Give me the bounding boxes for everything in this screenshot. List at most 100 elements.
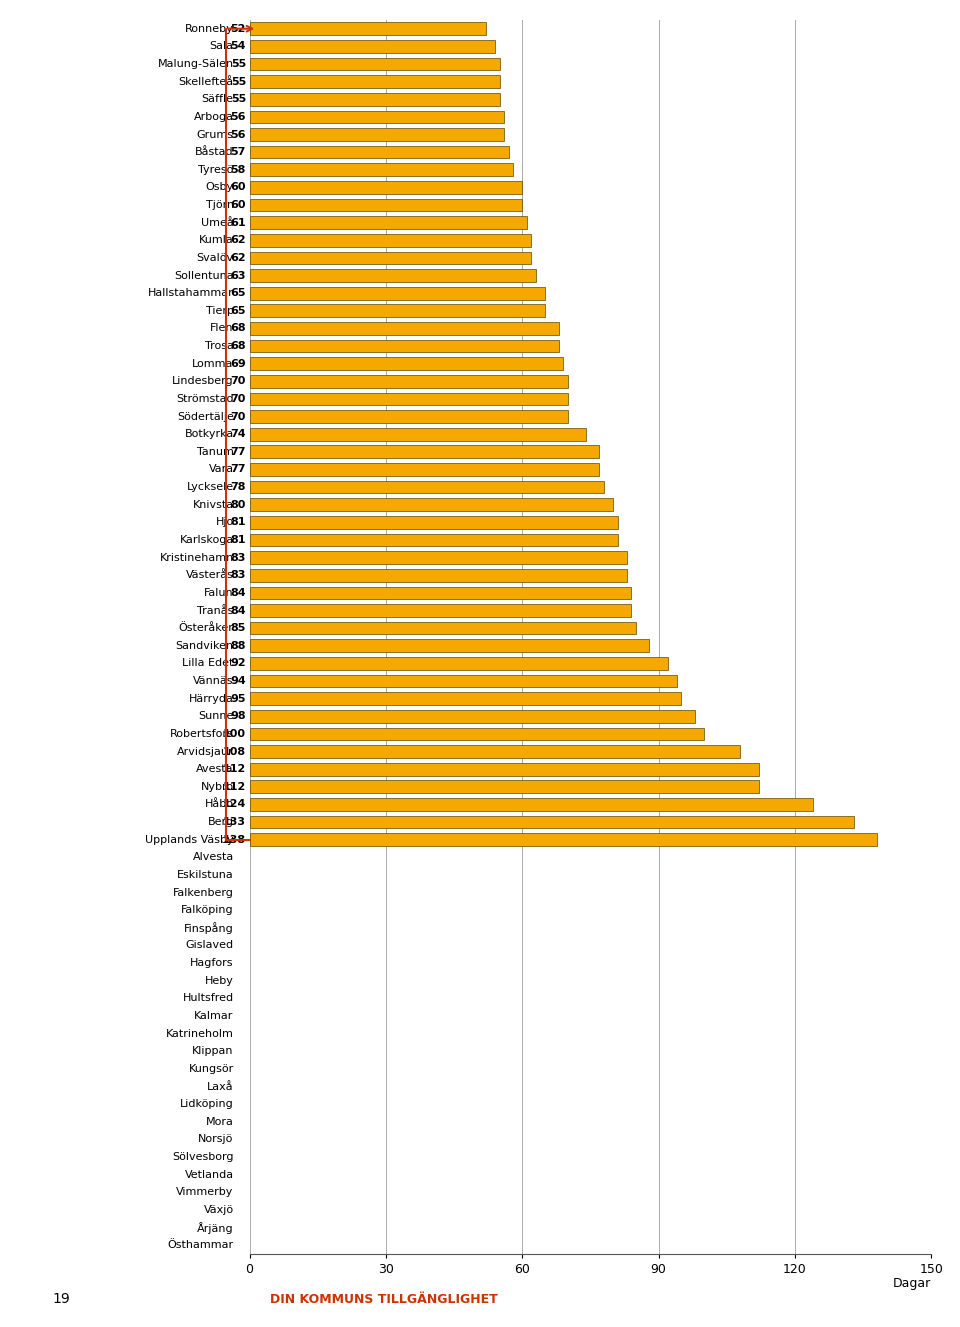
Text: 81: 81 [230, 518, 246, 527]
Bar [250, 57, 499, 70]
Bar [250, 322, 559, 334]
Text: Båstad: Båstad [195, 147, 233, 157]
Bar [250, 357, 564, 370]
Text: Lomma: Lomma [192, 358, 233, 369]
Bar [250, 216, 527, 230]
Text: Falun: Falun [204, 588, 233, 598]
Text: Tierp: Tierp [205, 305, 233, 316]
Bar [250, 252, 531, 264]
Text: Lidköping: Lidköping [180, 1099, 233, 1109]
Bar [250, 746, 740, 758]
Bar [250, 180, 522, 194]
Text: Växjö: Växjö [204, 1205, 233, 1216]
Text: 81: 81 [230, 535, 246, 545]
Bar [250, 446, 599, 458]
Text: Hjo: Hjo [215, 518, 233, 527]
Bar [250, 569, 627, 581]
Text: 70: 70 [230, 411, 246, 422]
Bar [250, 199, 522, 211]
Bar [250, 533, 617, 547]
Text: Årjäng: Årjäng [197, 1222, 233, 1234]
Text: 84: 84 [230, 588, 246, 598]
Bar [250, 40, 495, 53]
Text: Västerås: Västerås [186, 571, 233, 580]
Text: 68: 68 [230, 324, 246, 333]
Text: Finspång: Finspång [184, 922, 233, 934]
Text: Gislaved: Gislaved [185, 941, 233, 950]
Text: Falkenberg: Falkenberg [173, 888, 233, 897]
Text: 65: 65 [230, 305, 246, 316]
Text: Berg: Berg [207, 817, 233, 827]
Text: Sala: Sala [209, 41, 233, 52]
Text: 61: 61 [230, 218, 246, 228]
Bar [250, 727, 704, 740]
Text: 100: 100 [223, 729, 246, 739]
Text: 68: 68 [230, 341, 246, 352]
Text: Vimmerby: Vimmerby [177, 1188, 233, 1197]
Text: Sollentuna: Sollentuna [174, 271, 233, 280]
Bar [250, 463, 599, 476]
Bar [250, 798, 813, 811]
Text: 52: 52 [230, 24, 246, 33]
Text: Eskilstuna: Eskilstuna [177, 871, 233, 880]
Bar [250, 604, 632, 617]
Bar [250, 129, 504, 141]
Text: 124: 124 [223, 799, 246, 809]
Text: Lycksele: Lycksele [186, 482, 233, 492]
Bar [250, 587, 632, 600]
Text: Alvesta: Alvesta [192, 852, 233, 863]
Bar [250, 640, 650, 652]
Text: Laxå: Laxå [207, 1082, 233, 1092]
Bar [250, 393, 567, 405]
Text: Flen: Flen [210, 324, 233, 333]
Text: Östhammar: Östhammar [168, 1241, 233, 1250]
Bar [250, 427, 586, 441]
Text: Lindesberg: Lindesberg [172, 377, 233, 386]
Text: 84: 84 [230, 605, 246, 616]
Bar [250, 499, 613, 511]
Bar [250, 816, 854, 828]
Text: 78: 78 [230, 482, 246, 492]
Text: 19: 19 [53, 1292, 70, 1306]
Bar [250, 234, 531, 247]
Text: 70: 70 [230, 394, 246, 403]
Text: Sölvesborg: Sölvesborg [172, 1152, 233, 1162]
Text: Mora: Mora [205, 1117, 233, 1127]
Bar [250, 693, 682, 705]
Bar [250, 833, 876, 847]
Text: 60: 60 [230, 182, 246, 192]
Text: 88: 88 [230, 641, 246, 650]
Bar [250, 304, 545, 317]
Text: 92: 92 [230, 658, 246, 669]
Bar [250, 146, 509, 158]
Bar [250, 551, 627, 564]
Text: Tranås: Tranås [198, 605, 233, 616]
Text: Härryda: Härryda [189, 694, 233, 703]
Text: Umeå: Umeå [201, 218, 233, 228]
Text: Malung-Sälen: Malung-Sälen [157, 58, 233, 69]
Text: Hallstahammar: Hallstahammar [148, 288, 233, 299]
Text: 85: 85 [230, 624, 246, 633]
Bar [250, 340, 559, 353]
Text: 69: 69 [230, 358, 246, 369]
Bar [250, 269, 536, 281]
Bar [250, 163, 514, 176]
Text: Knivsta: Knivsta [193, 500, 233, 510]
Text: 60: 60 [230, 200, 246, 210]
Bar [250, 110, 504, 123]
Text: Vännäs: Vännäs [193, 675, 233, 686]
Text: 108: 108 [223, 747, 246, 756]
Text: Kungsör: Kungsör [188, 1064, 233, 1074]
Text: 58: 58 [230, 165, 246, 175]
Bar [250, 376, 567, 387]
Text: Säffle: Säffle [202, 94, 233, 105]
Text: Skellefteå: Skellefteå [179, 77, 233, 86]
Text: Klippan: Klippan [192, 1046, 233, 1056]
Bar [250, 780, 758, 794]
Text: Österåker: Österåker [179, 624, 233, 633]
Text: 83: 83 [230, 552, 246, 563]
Text: 98: 98 [230, 711, 246, 722]
Text: Falköping: Falköping [181, 905, 233, 916]
Text: Södertälje: Södertälje [177, 411, 233, 422]
Text: 94: 94 [230, 675, 246, 686]
